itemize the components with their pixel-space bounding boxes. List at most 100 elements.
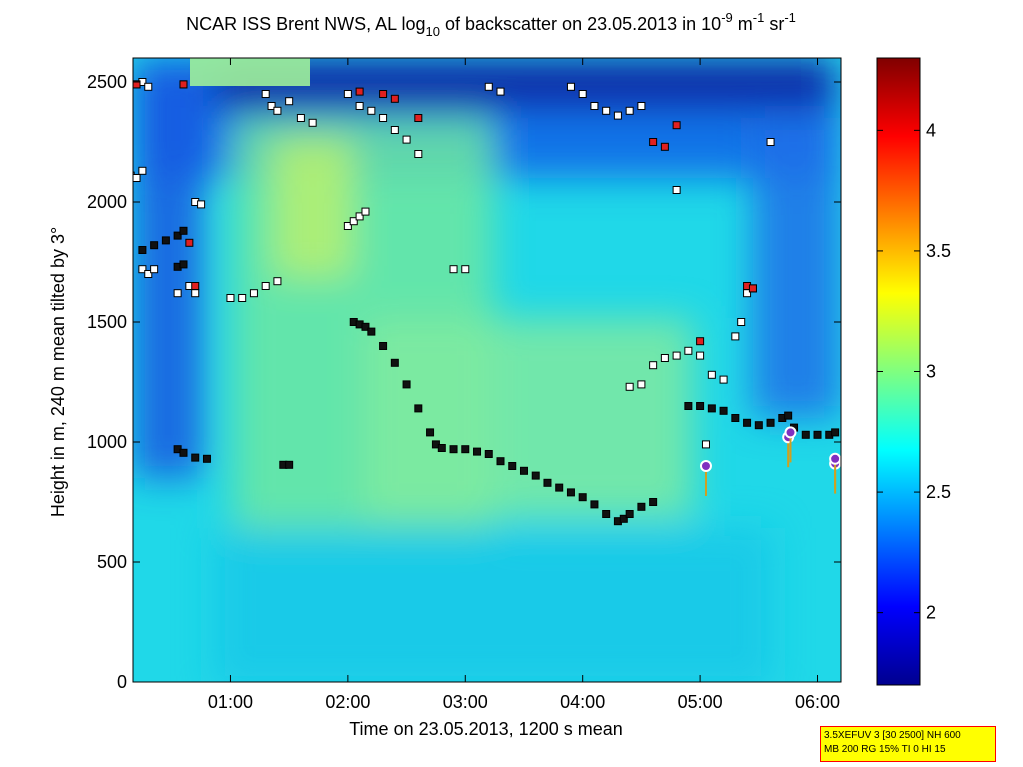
aerosol-layer-point bbox=[267, 102, 276, 110]
mixing-layer-point bbox=[766, 418, 775, 427]
parameters-line-2: MB 200 RG 15% TI 0 HI 15 bbox=[824, 744, 946, 755]
aerosol-layer-point bbox=[308, 118, 317, 127]
parameters-line-1: 3.5XEFUV 3 [30 2500] NH 600 bbox=[824, 730, 961, 741]
plot-frame bbox=[132, 57, 842, 683]
mixing-layer-point bbox=[590, 500, 599, 509]
heatmap-region bbox=[273, 138, 353, 278]
mixing-layer-point bbox=[367, 327, 376, 336]
y-tick-label: 1000 bbox=[87, 432, 127, 452]
x-tick-label: 03:00 bbox=[443, 692, 488, 712]
aerosol-layer-point bbox=[296, 114, 305, 122]
aerosol-layer-point bbox=[496, 87, 505, 96]
aerosol-layer-point bbox=[138, 166, 147, 175]
mixing-layer-point bbox=[637, 502, 646, 511]
cloud-base-marker bbox=[829, 452, 841, 465]
aerosol-layer-point bbox=[637, 380, 646, 389]
mixing-layer-point bbox=[519, 466, 528, 475]
aerosol-layer-point bbox=[402, 135, 411, 144]
aerosol-layer-point bbox=[719, 375, 728, 384]
mixing-layer-point bbox=[801, 430, 810, 439]
aerosol-layer-point bbox=[637, 102, 646, 110]
aerosol-layer-point bbox=[737, 318, 746, 326]
aerosol-layer-point bbox=[625, 106, 634, 115]
x-tick-label: 06:00 bbox=[795, 692, 840, 712]
processing-parameters-box: 3.5XEFUV 3 [30 2500] NH 600 MB 200 RG 15… bbox=[820, 726, 996, 762]
aerosol-layer-point bbox=[649, 361, 658, 370]
y-tick-label: 2000 bbox=[87, 192, 127, 212]
aerosol-layer-point bbox=[144, 82, 153, 91]
mixing-layer-point bbox=[390, 358, 399, 367]
cloud-point bbox=[672, 121, 681, 130]
mixing-layer-point bbox=[831, 428, 840, 437]
mixing-layer-point bbox=[496, 457, 505, 466]
colorbar-tick-label: 2 bbox=[926, 603, 936, 623]
aerosol-layer-point bbox=[249, 289, 258, 298]
x-tick-label: 04:00 bbox=[560, 692, 605, 712]
aerosol-layer-point bbox=[578, 90, 587, 98]
aerosol-layer-point bbox=[484, 82, 493, 91]
aerosol-layer-point bbox=[355, 102, 364, 110]
mixing-layer-point bbox=[578, 493, 587, 502]
mixing-layer-point bbox=[379, 342, 388, 350]
aerosol-layer-point bbox=[696, 351, 705, 360]
aerosol-layer-point bbox=[343, 90, 352, 98]
colorbar bbox=[876, 57, 921, 686]
aerosol-layer-point bbox=[660, 354, 669, 362]
colorbar-tick-label: 2.5 bbox=[926, 482, 951, 502]
cloud-point bbox=[355, 87, 364, 96]
mixing-layer-point bbox=[649, 498, 658, 506]
mixing-layer-point bbox=[437, 444, 446, 452]
heatmap-region bbox=[363, 318, 693, 518]
mixing-layer-point bbox=[449, 445, 458, 454]
aerosol-layer-point bbox=[285, 97, 294, 106]
cloud-point bbox=[414, 114, 423, 122]
x-tick-label: 02:00 bbox=[325, 692, 370, 712]
aerosol-layer-point bbox=[602, 106, 611, 115]
aerosol-layer-point bbox=[238, 294, 247, 302]
colorbar-tick-label: 3.5 bbox=[926, 241, 951, 261]
aerosol-layer-point bbox=[707, 370, 716, 379]
aerosol-layer-point bbox=[672, 351, 681, 360]
mixing-layer-point bbox=[543, 478, 552, 487]
mixing-layer-point bbox=[684, 402, 693, 410]
mixing-layer-point bbox=[402, 380, 411, 389]
mixing-layer-point bbox=[743, 418, 752, 427]
aerosol-layer-point bbox=[613, 111, 622, 120]
y-tick-label: 1500 bbox=[87, 312, 127, 332]
aerosol-layer-point bbox=[191, 289, 200, 298]
aerosol-layer-point bbox=[150, 265, 159, 274]
cloud-base-marker bbox=[699, 460, 712, 472]
aerosol-layer-point bbox=[449, 265, 458, 274]
x-axis-label: Time on 23.05.2013, 1200 s mean bbox=[349, 719, 623, 739]
cloud-point bbox=[379, 90, 388, 98]
aerosol-layer-point bbox=[390, 126, 399, 134]
aerosol-layer-point bbox=[414, 150, 423, 158]
cloud-point bbox=[660, 142, 669, 151]
mixing-layer-point bbox=[555, 483, 564, 492]
mixing-layer-point bbox=[731, 414, 740, 422]
aerosol-layer-point bbox=[379, 114, 388, 122]
mixing-layer-point bbox=[150, 241, 159, 250]
mixing-layer-point bbox=[173, 231, 182, 240]
mixing-layer-point bbox=[138, 246, 147, 254]
mixing-layer-point bbox=[602, 510, 611, 518]
cloud-point bbox=[696, 337, 705, 346]
aerosol-layer-point bbox=[367, 106, 376, 115]
cloud-point bbox=[748, 284, 757, 293]
cloud-point bbox=[185, 238, 194, 247]
aerosol-layer-point bbox=[461, 265, 470, 274]
heatmap-region bbox=[213, 528, 773, 682]
aerosol-layer-point bbox=[261, 90, 270, 98]
y-tick-label: 0 bbox=[117, 672, 127, 692]
mixing-layer-point bbox=[179, 260, 188, 269]
aerosol-layer-point bbox=[625, 382, 634, 391]
mixing-layer-point bbox=[179, 448, 188, 457]
heatmap-region bbox=[753, 118, 841, 418]
mixing-layer-point bbox=[784, 411, 793, 420]
aerosol-layer-point bbox=[343, 222, 352, 230]
heatmap-field bbox=[133, 58, 841, 682]
aerosol-layer-point bbox=[138, 265, 147, 274]
y-axis: 0 500 1000 1500 2000 2500 bbox=[87, 72, 841, 692]
backscatter-heatmap bbox=[133, 58, 841, 682]
